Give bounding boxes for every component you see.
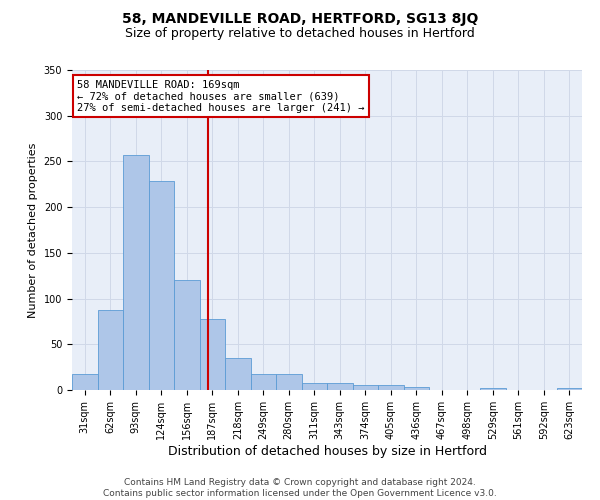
Bar xyxy=(557,388,582,390)
Text: Contains HM Land Registry data © Crown copyright and database right 2024.
Contai: Contains HM Land Registry data © Crown c… xyxy=(103,478,497,498)
Bar xyxy=(276,374,302,390)
Bar xyxy=(327,382,353,390)
Text: Size of property relative to detached houses in Hertford: Size of property relative to detached ho… xyxy=(125,28,475,40)
Bar xyxy=(480,388,505,390)
Bar xyxy=(378,386,404,390)
Bar xyxy=(174,280,199,390)
Bar xyxy=(302,382,327,390)
Bar xyxy=(404,388,429,390)
Text: 58 MANDEVILLE ROAD: 169sqm
← 72% of detached houses are smaller (639)
27% of sem: 58 MANDEVILLE ROAD: 169sqm ← 72% of deta… xyxy=(77,80,365,113)
Bar xyxy=(353,386,378,390)
Bar xyxy=(199,318,225,390)
Bar xyxy=(123,155,149,390)
Bar xyxy=(149,180,174,390)
Bar xyxy=(251,374,276,390)
Y-axis label: Number of detached properties: Number of detached properties xyxy=(28,142,38,318)
X-axis label: Distribution of detached houses by size in Hertford: Distribution of detached houses by size … xyxy=(167,444,487,458)
Bar xyxy=(72,374,97,390)
Bar xyxy=(97,310,123,390)
Bar xyxy=(225,358,251,390)
Text: 58, MANDEVILLE ROAD, HERTFORD, SG13 8JQ: 58, MANDEVILLE ROAD, HERTFORD, SG13 8JQ xyxy=(122,12,478,26)
